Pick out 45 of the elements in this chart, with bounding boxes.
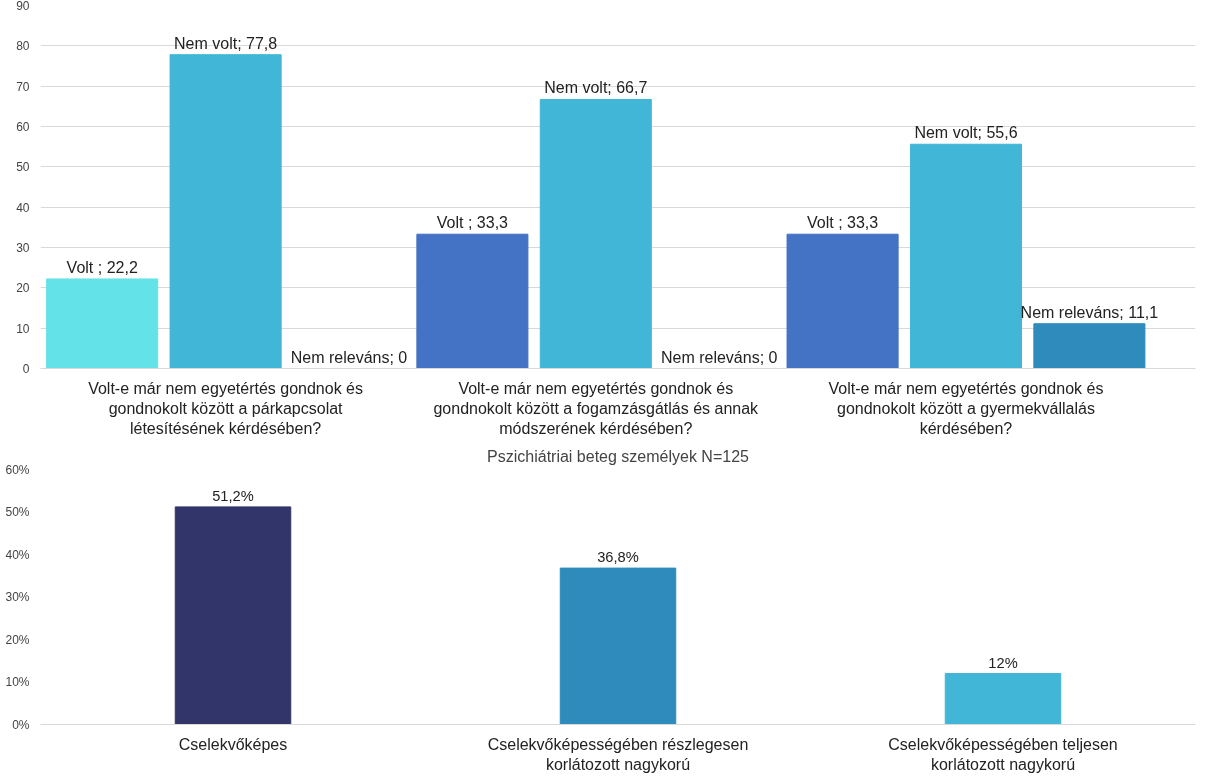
data-label: Nem releváns; 0 [660, 348, 778, 366]
x-tick-label: Volt-e már nem egyetértés gondnok és gondnokolt között a gyermekvállalás kérdésében? [828, 379, 1104, 438]
bar [539, 98, 652, 369]
chart-title: Pszichiátriai beteg személyek N=125 [487, 447, 750, 465]
y-tick-label: 20 [16, 281, 30, 296]
y-tick-label: 80 [16, 39, 30, 54]
x-tick-label: Volt-e már nem egyetértés gondnok és gondnokolt között a párkapcsolat létesítésének kérdésében? [88, 379, 364, 438]
y-tick-label: 30 [16, 241, 30, 255]
y-tick-label: 60% [5, 462, 30, 477]
x-tick-label: Volt-e már nem egyetértés gondnok és gondnokolt között a fogamzásgátlás és annak módszerének kérdésében? [433, 379, 760, 438]
bar [944, 673, 1062, 725]
y-tick-label: 50% [5, 505, 30, 519]
bar [909, 143, 1023, 369]
y-tick-label: 10% [5, 675, 30, 689]
data-label: 51,2% [212, 487, 254, 504]
bar [786, 233, 899, 369]
bar [46, 278, 159, 369]
bar [174, 506, 292, 725]
data-label: Nem volt; 66,7 [544, 79, 648, 97]
data-label: Nem volt; 55,6 [914, 124, 1018, 142]
y-tick-label: 20% [5, 632, 30, 647]
data-label: 36,8% [597, 549, 639, 566]
data-label: Volt ; 33,3 [436, 214, 509, 232]
y-tick-label: 40% [5, 547, 30, 562]
data-label: Nem volt; 77,8 [174, 34, 278, 52]
y-tick-label: 70 [16, 79, 30, 94]
bar [559, 567, 677, 725]
x-tick-label: Cselekvőképes [178, 735, 288, 753]
x-tick-label: Cselekvőképességében részlegesen korlátozott nagykorú [487, 735, 749, 773]
y-tick-label: 30% [5, 590, 30, 604]
bar [1033, 323, 1146, 369]
y-tick-label: 40 [16, 200, 30, 215]
data-label: Nem releváns; 0 [290, 348, 408, 366]
data-label: Volt ; 33,3 [807, 214, 879, 232]
y-tick-label: 0% [12, 717, 30, 732]
bar [416, 233, 529, 369]
data-label: 12% [988, 654, 1018, 671]
y-tick-label: 60 [16, 120, 30, 134]
y-tick-label: 0 [22, 362, 30, 376]
y-tick-label: 10 [16, 321, 30, 336]
data-label: Volt ; 22,2 [66, 258, 138, 276]
x-tick-label: Cselekvőképességében teljesen korlátozott nagykorú [888, 735, 1118, 773]
bar [169, 54, 282, 369]
y-tick-label: 50 [16, 160, 30, 175]
y-tick-label: 90 [16, 0, 30, 13]
